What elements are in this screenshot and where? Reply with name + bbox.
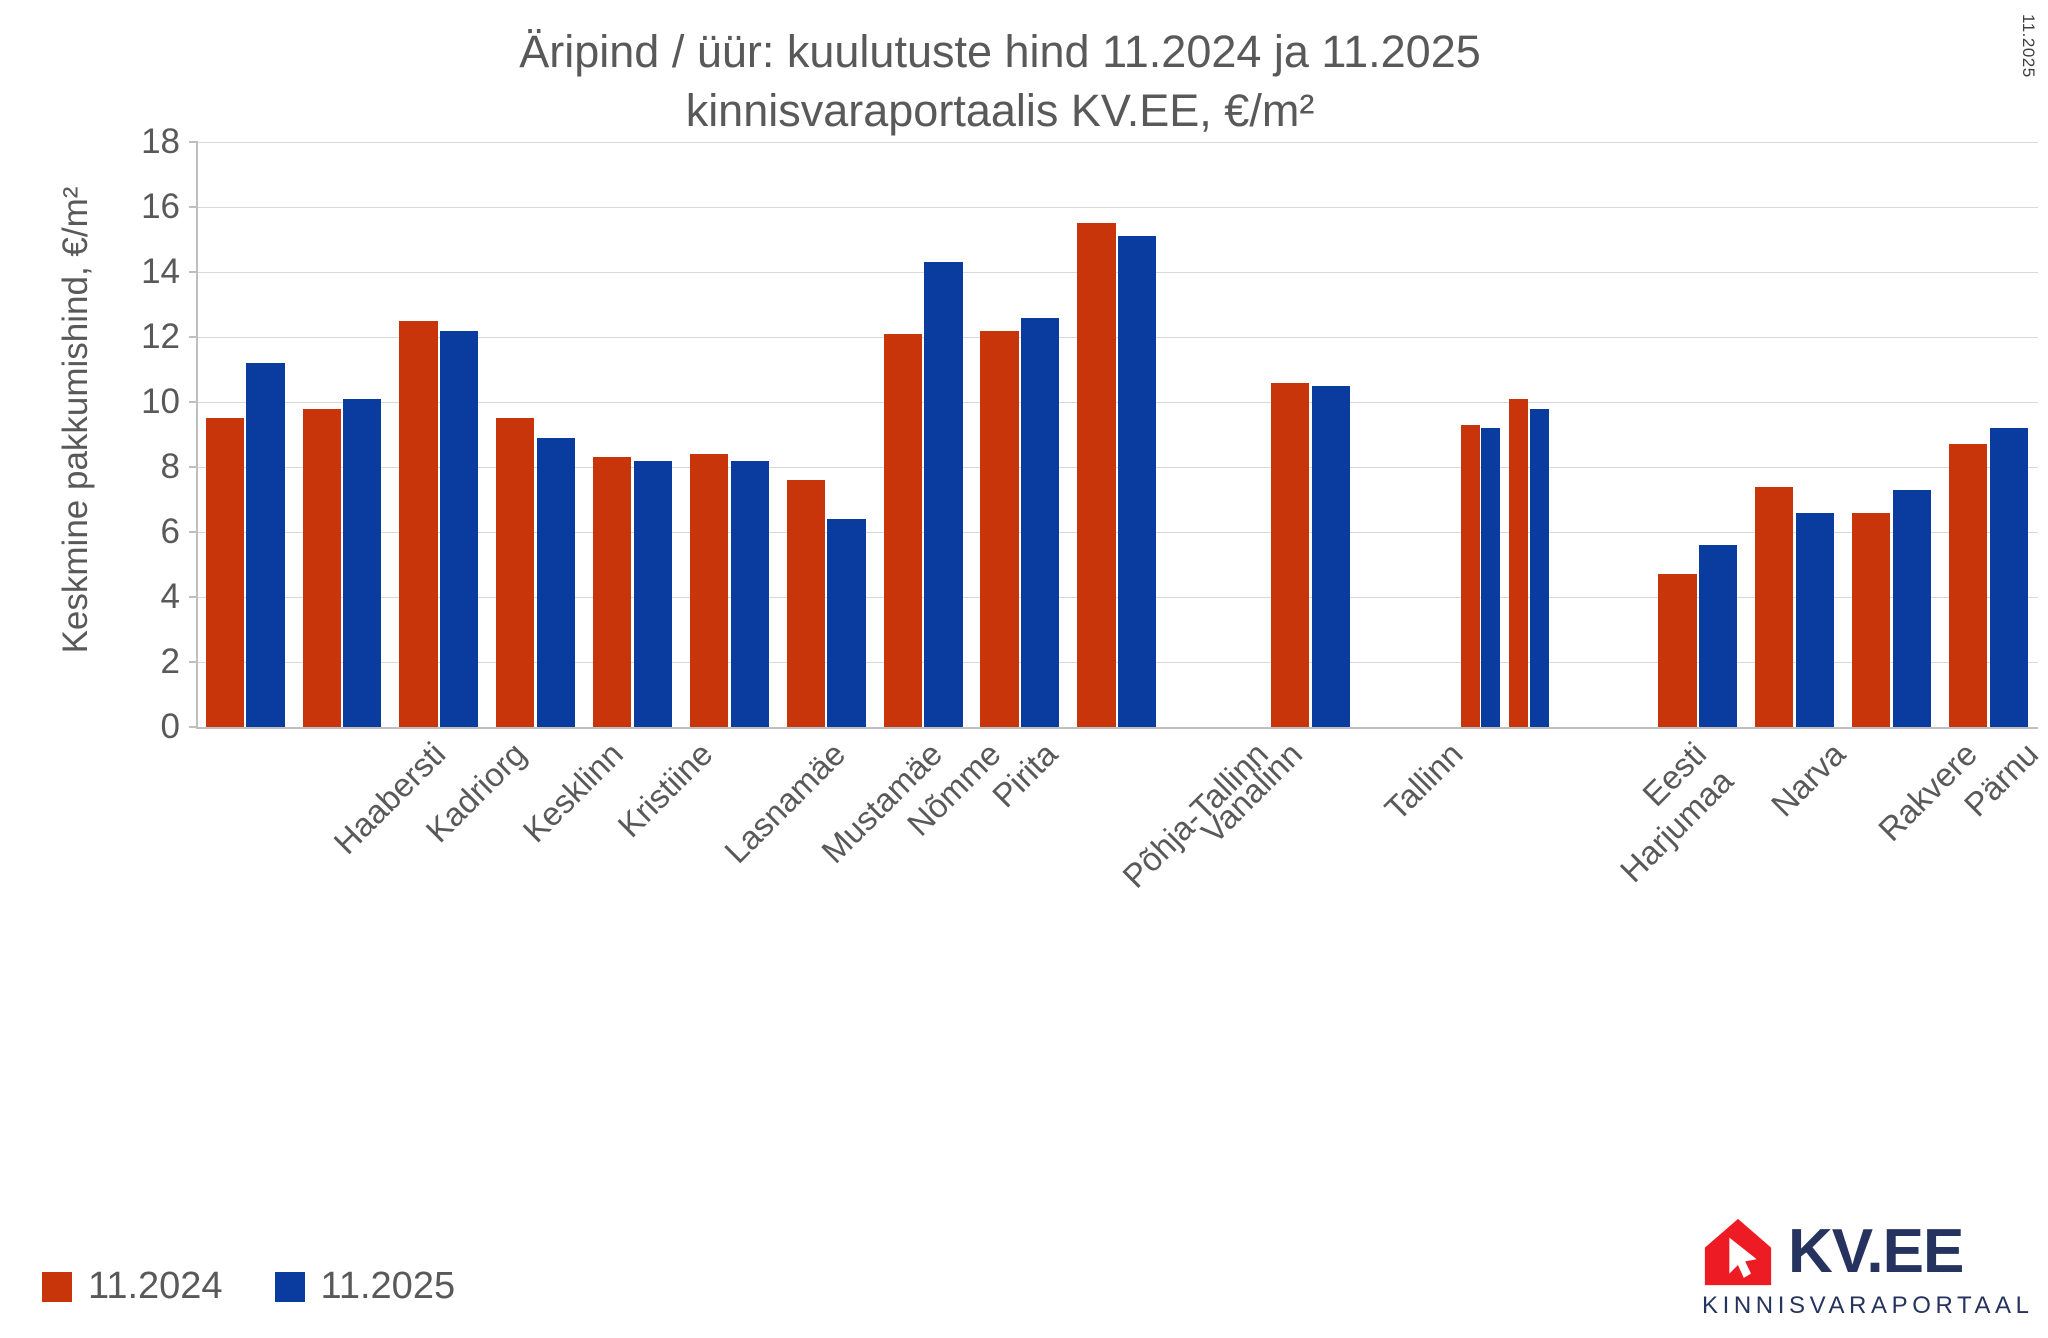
bar <box>1989 428 2028 727</box>
x-tick-label: Kesklinn <box>515 735 630 850</box>
bar <box>593 457 632 727</box>
bar <box>1529 408 1549 727</box>
x-tick-label: Haabersti <box>326 735 453 862</box>
bar <box>1892 489 1931 727</box>
y-tick-label: 4 <box>160 577 180 616</box>
logo-subtitle: KINNISVARAPORTAAL <box>1702 1292 2034 1319</box>
chart-legend: 11.2024 11.2025 <box>42 1265 455 1308</box>
y-tick-mark <box>189 531 198 533</box>
bar <box>536 437 576 727</box>
bar <box>1481 428 1501 727</box>
corner-date-stamp: 11.2025 <box>2019 14 2038 78</box>
bar <box>1699 545 1738 727</box>
x-tick-label: Tallinn <box>1377 735 1471 828</box>
legend-label: 11.2024 <box>88 1265 223 1307</box>
y-tick-label: 12 <box>141 317 180 356</box>
bar <box>1509 398 1529 727</box>
x-axis-labels: Haabersti Kadriorg Kesklinn Kristiine Lasnam… <box>196 735 2045 995</box>
y-tick-mark <box>189 336 198 338</box>
bar <box>1948 444 1988 727</box>
bar <box>1021 317 1060 727</box>
bar <box>1077 223 1116 727</box>
bars-layer <box>198 142 2038 727</box>
bar <box>1460 424 1480 727</box>
bar <box>980 330 1019 727</box>
bar <box>302 408 341 727</box>
bar <box>205 418 244 727</box>
y-tick-mark <box>189 661 198 663</box>
y-tick-label: 18 <box>141 122 180 161</box>
y-tick-mark <box>189 141 198 143</box>
gridline <box>198 142 2038 143</box>
bar <box>246 363 285 727</box>
x-tick-label: Eesti Harjumaa <box>1612 735 1741 890</box>
y-tick-label: 16 <box>141 187 180 226</box>
plot-area: 0 2 4 6 8 10 12 14 16 18 <box>141 122 2038 746</box>
title-line-2: kinnisvaraportaalis KV.EE, €/m² <box>685 85 1315 137</box>
bar <box>827 519 866 727</box>
bar <box>440 330 479 727</box>
bar <box>1658 574 1697 727</box>
y-tick-mark <box>189 206 198 208</box>
legend-item[interactable]: 11.2025 <box>274 1265 456 1308</box>
bar <box>1795 512 1835 727</box>
legend-swatch-icon <box>274 1271 305 1302</box>
bar <box>1852 512 1891 727</box>
bar <box>924 262 963 727</box>
bar <box>786 480 826 727</box>
bar <box>1311 385 1350 727</box>
legend-label: 11.2025 <box>320 1265 456 1307</box>
kv-ee-logo: KV.EE KINNISVARAPORTAAL <box>1702 1216 2032 1320</box>
legend-item[interactable]: 11.2024 <box>42 1265 223 1308</box>
bar <box>689 454 729 727</box>
legend-swatch-icon <box>42 1271 72 1302</box>
bar <box>1755 486 1794 727</box>
y-axis-title: Keskmine pakkumishind, €/m² <box>56 186 95 654</box>
x-tick-label: Narva <box>1763 735 1852 824</box>
y-tick-mark <box>189 466 198 468</box>
y-tick-mark <box>189 596 198 598</box>
y-tick-label: 6 <box>160 512 180 551</box>
y-tick-mark <box>189 726 198 728</box>
x-tick-label: Kristiine <box>609 735 720 845</box>
bar <box>399 320 438 727</box>
gridline <box>198 207 2038 208</box>
house-icon <box>1702 1216 1774 1288</box>
y-tick-label: 8 <box>160 447 180 486</box>
page-title: Äripind / üür: kuulutuste hind 11.2024 j… <box>150 22 1850 141</box>
bar <box>343 398 382 727</box>
x-tick-label: Pirita <box>985 735 1065 815</box>
title-line-1: Äripind / üür: kuulutuste hind 11.2024 j… <box>519 26 1481 77</box>
bar <box>883 333 922 727</box>
y-tick-mark <box>189 271 198 273</box>
x-tick-label-line2: Harjumaa <box>1612 761 1741 890</box>
bar <box>633 460 672 727</box>
logo-wordmark: KV.EE <box>1788 1217 1964 1286</box>
y-tick-label: 2 <box>160 642 180 681</box>
y-tick-label: 0 <box>160 707 180 746</box>
bar <box>1118 236 1157 727</box>
y-tick-label: 10 <box>141 382 180 421</box>
y-tick-label: 14 <box>141 252 180 291</box>
bar <box>1271 382 1310 727</box>
y-tick-mark <box>189 401 198 403</box>
bar <box>496 418 535 727</box>
bar <box>730 460 769 727</box>
